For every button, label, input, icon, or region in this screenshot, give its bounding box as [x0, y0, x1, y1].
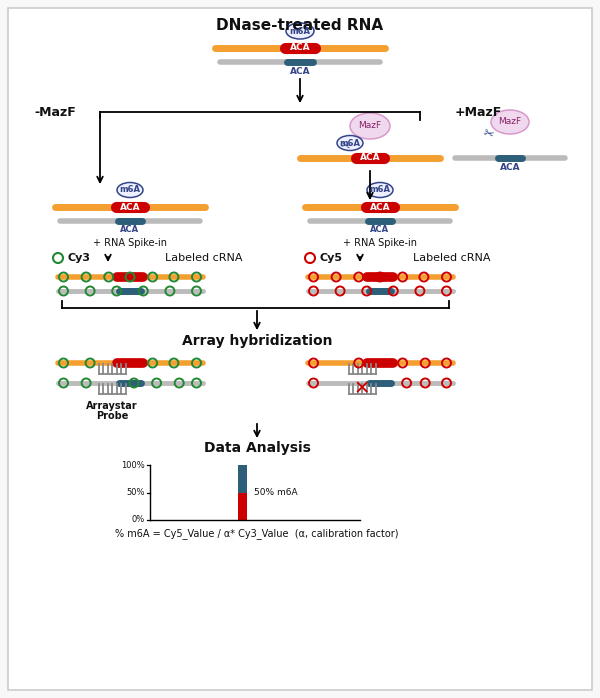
- Text: 50%: 50%: [127, 488, 145, 497]
- Text: m6A: m6A: [290, 27, 311, 36]
- Text: ✂: ✂: [481, 126, 495, 142]
- Text: Cy3: Cy3: [68, 253, 91, 263]
- Ellipse shape: [286, 23, 314, 39]
- Text: ACA: ACA: [290, 43, 310, 52]
- Text: 100%: 100%: [121, 461, 145, 470]
- Text: 50% m6A: 50% m6A: [254, 488, 298, 497]
- Text: ACA: ACA: [121, 225, 140, 235]
- Text: Cy5: Cy5: [320, 253, 343, 263]
- Text: Arraystar: Arraystar: [86, 401, 138, 411]
- Text: ACA: ACA: [370, 225, 389, 235]
- Text: ACA: ACA: [290, 66, 310, 75]
- Text: ACA: ACA: [359, 154, 380, 163]
- Text: 0%: 0%: [132, 516, 145, 524]
- Text: MazF: MazF: [358, 121, 382, 131]
- Text: Labeled cRNA: Labeled cRNA: [165, 253, 242, 263]
- Text: m6A: m6A: [370, 186, 391, 195]
- Text: ✂: ✂: [338, 138, 352, 154]
- Text: m6A: m6A: [119, 186, 140, 195]
- Text: Probe: Probe: [96, 411, 128, 421]
- Text: MazF: MazF: [499, 117, 521, 126]
- Text: ✕: ✕: [354, 380, 370, 399]
- Ellipse shape: [350, 113, 390, 139]
- Ellipse shape: [117, 182, 143, 198]
- Text: + RNA Spike-in: + RNA Spike-in: [343, 238, 417, 248]
- Text: m6A: m6A: [340, 138, 361, 147]
- Text: + RNA Spike-in: + RNA Spike-in: [93, 238, 167, 248]
- Text: ACA: ACA: [119, 202, 140, 211]
- Text: % m6A = Cy5_Value / α* Cy3_Value  (α, calibration factor): % m6A = Cy5_Value / α* Cy3_Value (α, cal…: [115, 528, 399, 540]
- Bar: [238, 465, 247, 493]
- Text: Labeled cRNA: Labeled cRNA: [413, 253, 491, 263]
- Text: -MazF: -MazF: [34, 105, 76, 119]
- Ellipse shape: [337, 135, 363, 151]
- Ellipse shape: [367, 182, 393, 198]
- Bar: [238, 493, 247, 520]
- Text: ACA: ACA: [370, 202, 391, 211]
- Ellipse shape: [491, 110, 529, 134]
- Text: Data Analysis: Data Analysis: [203, 441, 310, 455]
- Text: Array hybridization: Array hybridization: [182, 334, 332, 348]
- Text: +MazF: +MazF: [454, 105, 502, 119]
- Text: ACA: ACA: [500, 163, 520, 172]
- Text: DNase-treated RNA: DNase-treated RNA: [217, 19, 383, 34]
